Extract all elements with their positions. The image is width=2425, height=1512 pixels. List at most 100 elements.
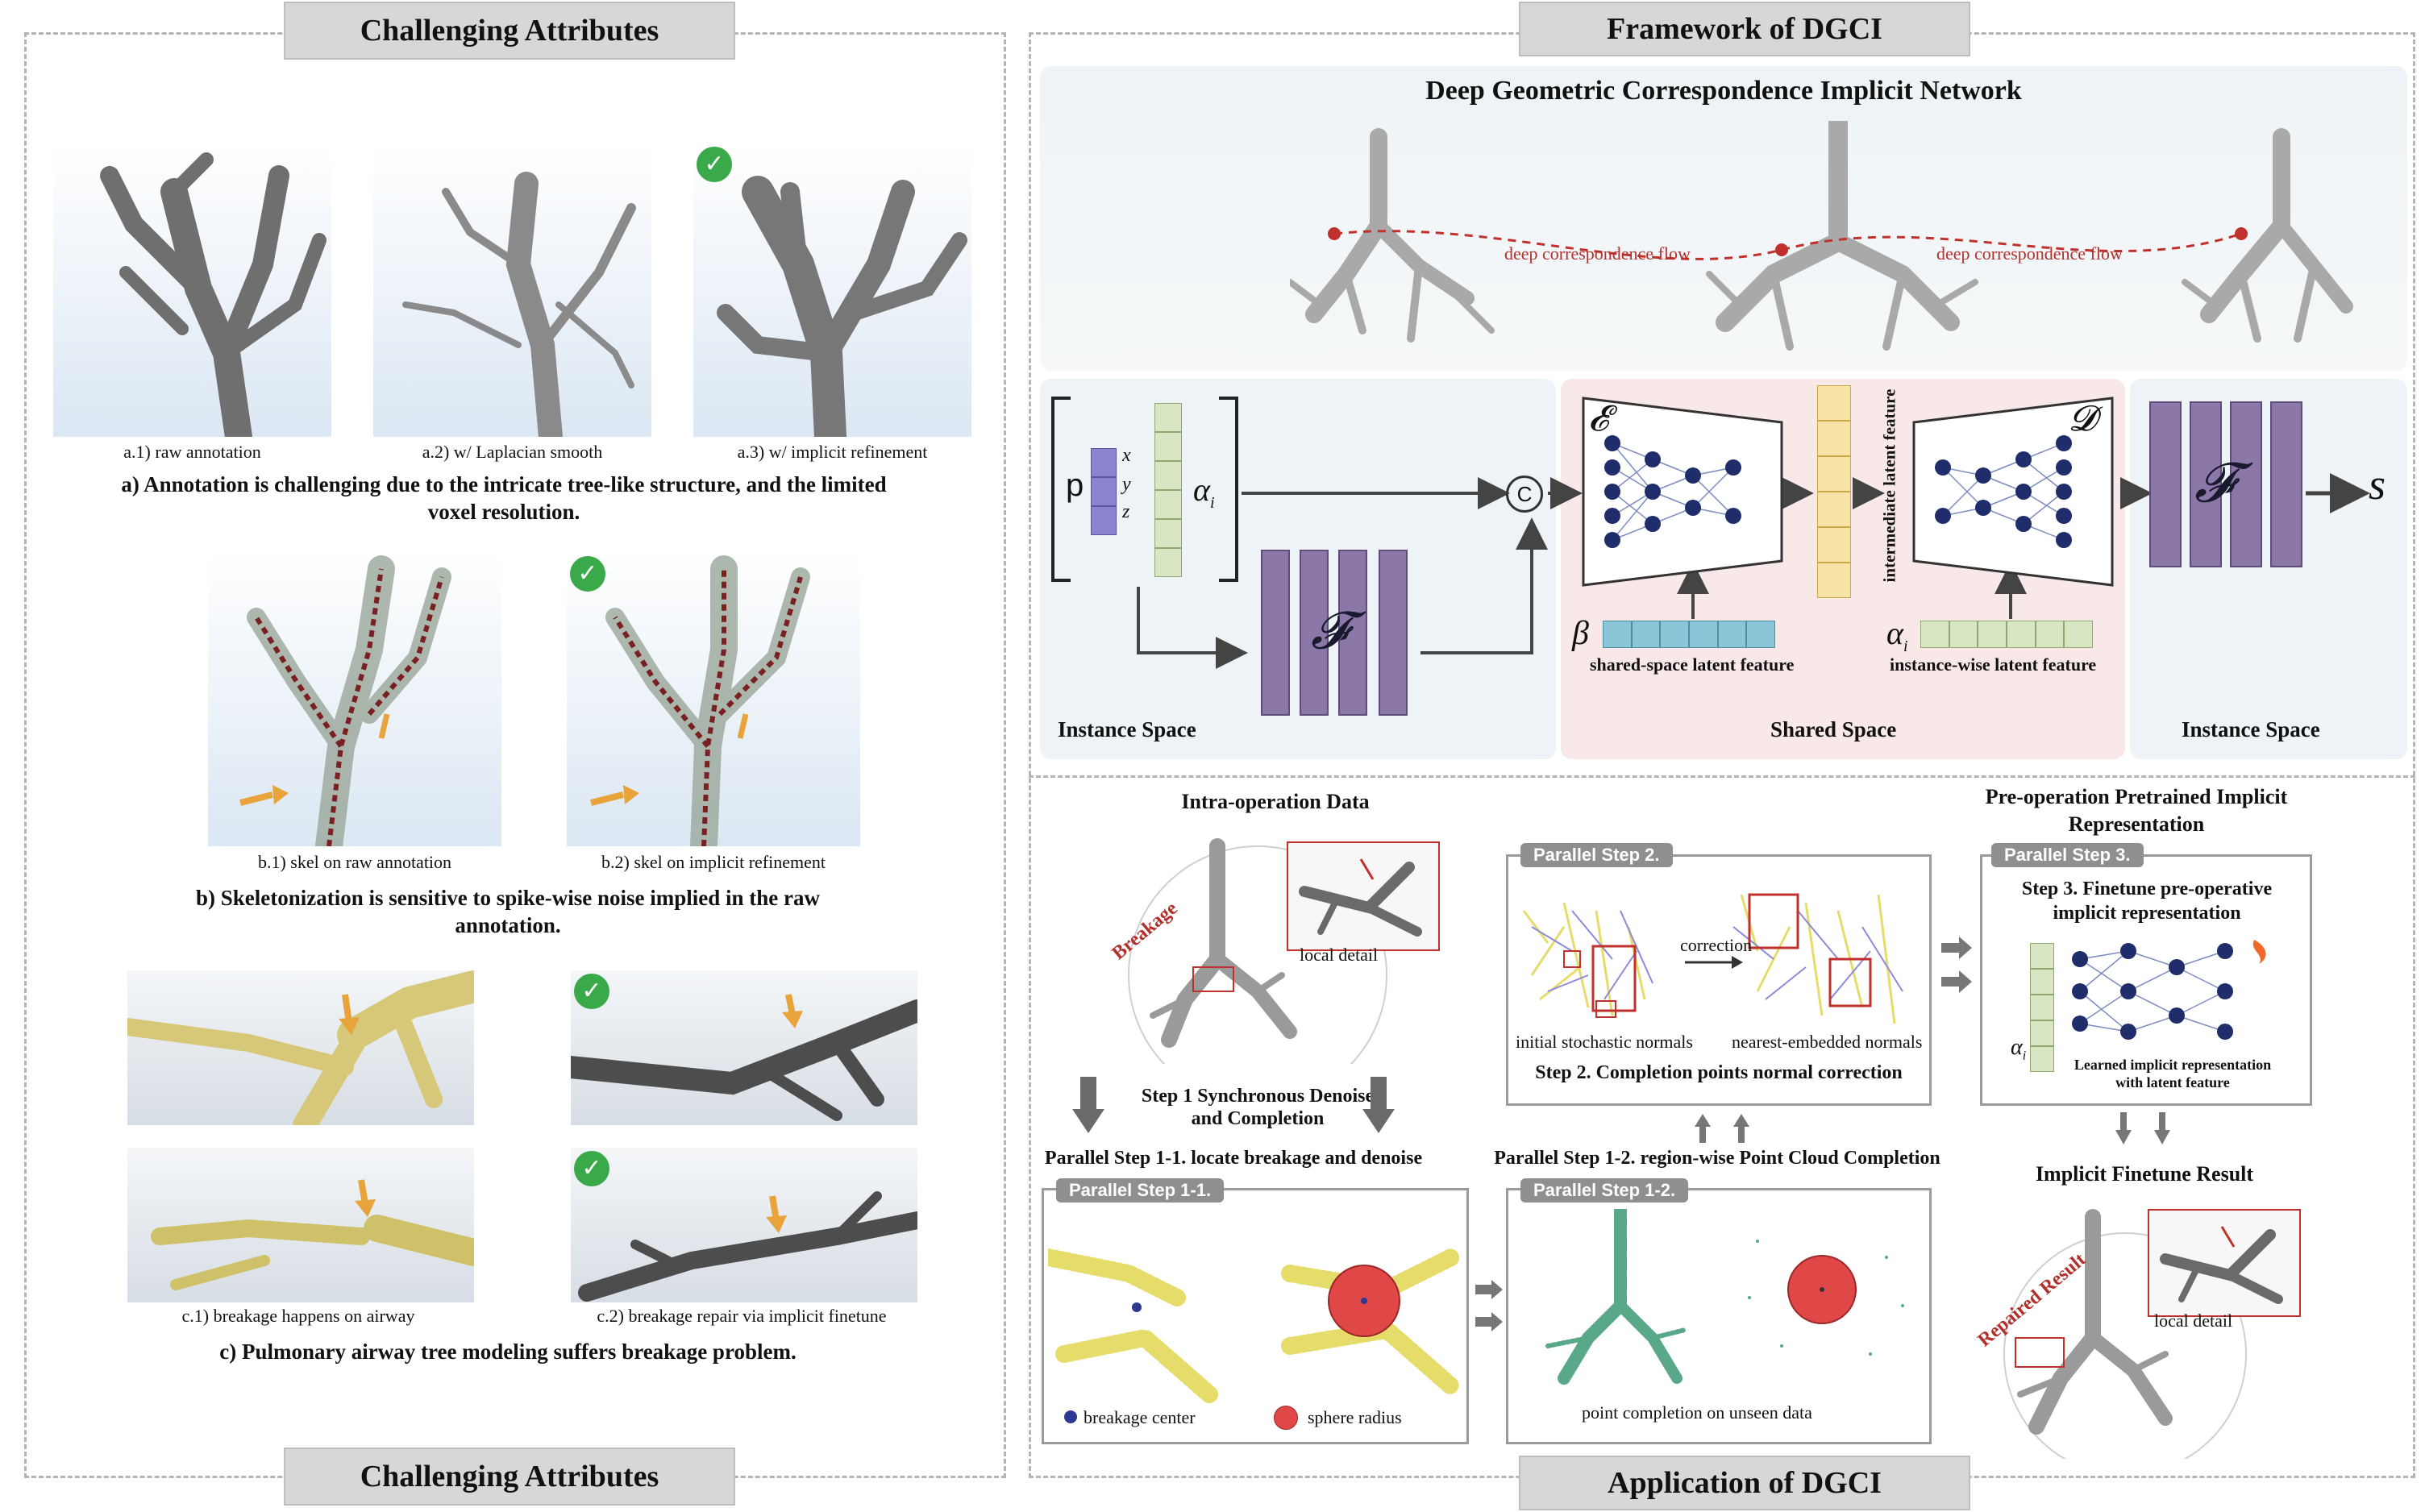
local-detail-inset [1287, 841, 1440, 951]
airway-mesh-a3 [717, 176, 967, 437]
flow-label-left: deep correspondence flow [1504, 243, 1691, 264]
completion-point-cloud [1545, 1209, 1904, 1385]
instance-space-right-label: Instance Space [2182, 717, 2320, 741]
input-bracket [1051, 397, 1238, 582]
mapping-bar [2190, 401, 2222, 567]
nearest-normals-label: nearest-embedded normals [1732, 1032, 1923, 1052]
D-symbol: 𝓓 [2069, 399, 2096, 438]
image-b2-skel-refined [567, 553, 860, 846]
alpha-symbol: αi [1193, 471, 1215, 513]
image-c1-breakage-top [127, 970, 474, 1125]
shared-latent-label: shared-space latent feature [1590, 654, 1795, 675]
caption-c2: c.2) breakage repair via implicit finetu… [597, 1306, 887, 1326]
alpha-char: α [2011, 1035, 2023, 1060]
alpha-subscript: i [1210, 494, 1215, 512]
local-detail-airway [1299, 858, 1422, 937]
parallel-step-1-1-tag: Parallel Step 1-1. [1056, 1178, 1225, 1203]
local-detail-result-airway [2160, 1226, 2283, 1304]
alpha-char: α [1193, 471, 1210, 508]
mapping-bar [2270, 401, 2302, 567]
mapping-bar [1379, 550, 1408, 716]
shared-space-label: Shared Space [1770, 717, 1897, 741]
step3-alpha-symbol: αi [2011, 1035, 2026, 1064]
mapping-bar [1338, 550, 1367, 716]
local-detail-inset-result [2148, 1209, 2301, 1317]
framework-banner: Framework of DGCI [1519, 2, 1970, 56]
concat-symbol: C [1516, 482, 1533, 506]
instance-latent-feature-row [1920, 621, 2094, 648]
xyz-cube-stack [1091, 448, 1117, 535]
initial-normals-label: initial stochastic normals [1516, 1032, 1693, 1052]
breakage-center-dot [1064, 1410, 1077, 1423]
z-coord: z [1122, 501, 1130, 522]
airway-mesh-a1 [100, 152, 327, 437]
check-icon: ✓ [574, 974, 609, 1009]
alpha-symbol-decoder: αi [1886, 614, 1908, 656]
image-a2-laplacian [373, 143, 651, 437]
caption-b2: b.2) skel on implicit refinement [601, 852, 826, 872]
instance-space-left-panel [1040, 379, 1556, 759]
step2-title: Step 2. Completion points normal correct… [1535, 1062, 1903, 1083]
intra-operation-title: Intra-operation Data [1181, 790, 1370, 813]
caption-b1: b.1) skel on raw annotation [257, 852, 452, 872]
decoder-network [1912, 397, 2114, 587]
correction-label: correction [1680, 935, 1753, 955]
image-a3-implicit-refinement [693, 143, 971, 437]
alpha-subscript: i [2022, 1049, 2027, 1063]
y-coord: y [1122, 474, 1131, 495]
left-banner-top: Challenging Attributes [284, 2, 735, 60]
F-symbol-right: 𝓕 [2194, 452, 2236, 513]
mesh-c2-bottom [578, 1191, 917, 1302]
normal-correction-visual [1522, 893, 1903, 1024]
sphere-radius-label: sphere radius [1308, 1407, 1402, 1427]
image-c1-breakage-bottom [127, 1148, 474, 1302]
right-arrows-step1 [1475, 1280, 1503, 1331]
step3-title: Step 3. Finetune pre-operative implicit … [2021, 879, 2273, 924]
check-icon: ✓ [570, 556, 605, 592]
instance-space-left-label: Instance Space [1058, 717, 1196, 741]
mapping-bar [1300, 550, 1329, 716]
step3-alpha-stack [2030, 943, 2054, 1072]
sphere-radius-dot [1274, 1406, 1298, 1430]
finetune-result-title: Implicit Finetune Result [2035, 1162, 2254, 1186]
image-c2-repair-top [571, 970, 917, 1125]
caption-a2: a.2) w/ Laplacian smooth [422, 442, 603, 462]
mapping-bar [1261, 550, 1290, 716]
point-completion-label: point completion on unseen data [1582, 1402, 1812, 1423]
E-symbol: 𝓔 [1588, 399, 1609, 438]
alpha-subscript: i [1903, 638, 1908, 655]
check-icon: ✓ [574, 1151, 609, 1186]
local-detail-result-label: local detail [2154, 1311, 2233, 1331]
breakage-point-clouds [1048, 1248, 1460, 1403]
pre-operation-title: Pre-operation Pretrained Implicit Repres… [1985, 785, 2288, 836]
section-divider [1029, 775, 2415, 778]
parallel-step-3-tag: Parallel Step 3. [1991, 843, 2144, 867]
encoder-network [1582, 397, 1783, 587]
parallel-step-1-1-box [1042, 1188, 1469, 1444]
parallel-step-1-2-tag: Parallel Step 1-2. [1520, 1178, 1689, 1203]
alpha-char: α [1886, 615, 1903, 651]
up-arrows-step2 [1695, 1114, 1749, 1143]
left-banner-bottom: Challenging Attributes [284, 1448, 735, 1506]
mapping-bar [2149, 401, 2182, 567]
parallel-step-2-tag: Parallel Step 2. [1520, 843, 1673, 867]
image-b1-skel-raw [208, 553, 501, 846]
down-arrows-step3 [2115, 1112, 2170, 1144]
beta-symbol: β [1572, 615, 1589, 652]
framework-title: Deep Geometric Correspondence Implicit N… [1425, 76, 2022, 106]
intra-operation-airway [1128, 838, 1387, 1064]
finetune-result-airway [2003, 1209, 2247, 1459]
parallel-step-1-1-title: Parallel Step 1-1. locate breakage and d… [1044, 1148, 1423, 1169]
parallel-step-1-2-box [1506, 1188, 1932, 1444]
mapping-bar [2230, 401, 2262, 567]
shared-latent-feature-row [1603, 621, 1776, 648]
intermediate-feature-label: intermediate latent feature [1879, 388, 1899, 583]
parallel-step-1-2-title: Parallel Step 1-2. region-wise Point Clo… [1494, 1148, 1940, 1169]
breakage-center-label: breakage center [1084, 1407, 1196, 1427]
caption-c1: c.1) breakage happens on airway [181, 1306, 415, 1326]
flow-label-right: deep correspondence flow [1936, 243, 2123, 264]
summary-a: a) Annotation is challenging due to the … [121, 472, 887, 524]
summary-b: b) Skeletonization is sensitive to spike… [195, 886, 821, 937]
caption-a1: a.1) raw annotation [123, 442, 261, 462]
p-symbol: p [1066, 467, 1084, 503]
